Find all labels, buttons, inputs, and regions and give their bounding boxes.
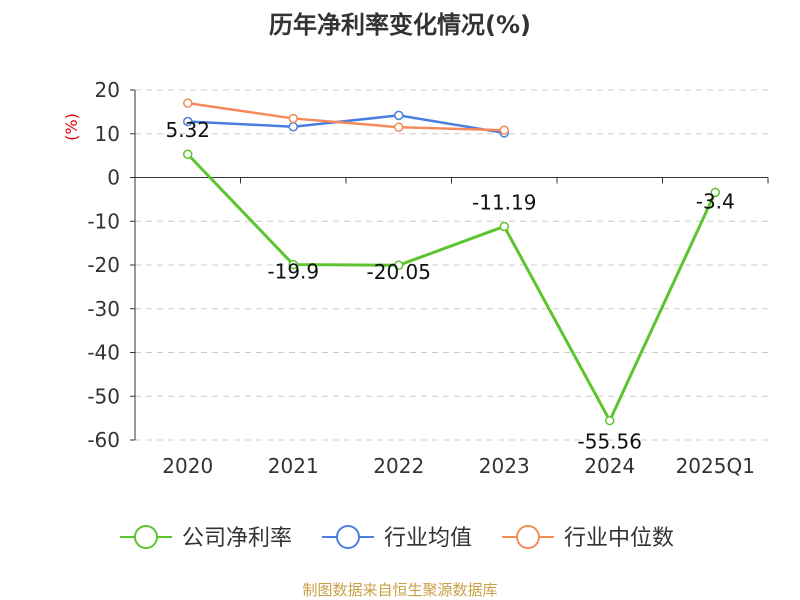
data-point (288, 122, 298, 132)
x-tick-label: 2021 (268, 454, 319, 478)
series-company-net-margin (183, 149, 720, 426)
data-label: -3.4 (696, 189, 735, 213)
y-tick-label: -40 (87, 341, 120, 365)
y-tick-label: -60 (87, 428, 120, 452)
data-point (183, 149, 193, 159)
y-tick-label: -30 (87, 297, 120, 321)
y-tick-label: 0 (107, 166, 120, 190)
legend-label: 行业中位数 (564, 526, 674, 551)
legend-marker (516, 525, 540, 549)
data-point (183, 116, 193, 127)
data-label: -11.19 (472, 190, 536, 214)
x-tick-label: 2024 (584, 454, 635, 478)
legend-marker (134, 525, 158, 549)
data-point (710, 187, 720, 198)
x-tick-label: 2025Q1 (676, 454, 755, 478)
x-tick-label: 2022 (373, 454, 424, 478)
data-point (394, 260, 404, 270)
y-axis-unit-label: (%) (62, 113, 81, 141)
chart-title: 历年净利率变化情况(%) (269, 11, 531, 39)
y-tick-label: 20 (95, 78, 120, 102)
data-point (288, 113, 298, 124)
y-tick-label: 10 (95, 122, 120, 146)
series-industry-mean (183, 110, 509, 138)
data-label: -19.9 (267, 260, 319, 284)
legend-item-industry-median[interactable]: 行业中位数 (502, 525, 674, 551)
data-point (499, 221, 509, 232)
series-line (187, 101, 505, 132)
legend[interactable]: 公司净利率 行业均值 行业中位数 (120, 525, 674, 551)
data-label: -55.56 (578, 430, 642, 454)
series-industry-median (183, 98, 509, 135)
data-labels: 5.32 -19.9 -20.05 -11.19 -55.56 -3.4 (165, 118, 734, 453)
y-tick-label: -20 (87, 253, 120, 277)
legend-marker (336, 525, 360, 549)
legend-item-industry-mean[interactable]: 行业均值 (322, 525, 472, 551)
axes: 20 10 0 -10 -20 -30 -40 -50 -60 2020 2021 2022 2023 2… (87, 78, 769, 478)
data-point (605, 415, 615, 426)
data-point (288, 259, 298, 270)
series-layer (183, 98, 720, 426)
series-line (186, 153, 717, 423)
source-note: 制图数据来自恒生聚源数据库 (302, 581, 497, 599)
legend-label: 公司净利率 (182, 526, 292, 551)
data-point (394, 110, 404, 121)
series-line (187, 114, 505, 135)
legend-label: 行业均值 (384, 526, 472, 551)
data-point (183, 98, 193, 108)
data-label: -20.05 (367, 260, 431, 284)
x-tick-label: 2023 (479, 454, 530, 478)
data-point (499, 125, 509, 135)
legend-item-company-net-margin[interactable]: 公司净利率 (120, 525, 292, 551)
data-label: 5.32 (165, 118, 210, 142)
y-tick-label: -50 (87, 384, 120, 408)
grid (135, 89, 768, 441)
y-tick-label: -10 (87, 209, 120, 233)
data-point (394, 122, 404, 132)
x-tick-label: 2020 (162, 454, 213, 478)
